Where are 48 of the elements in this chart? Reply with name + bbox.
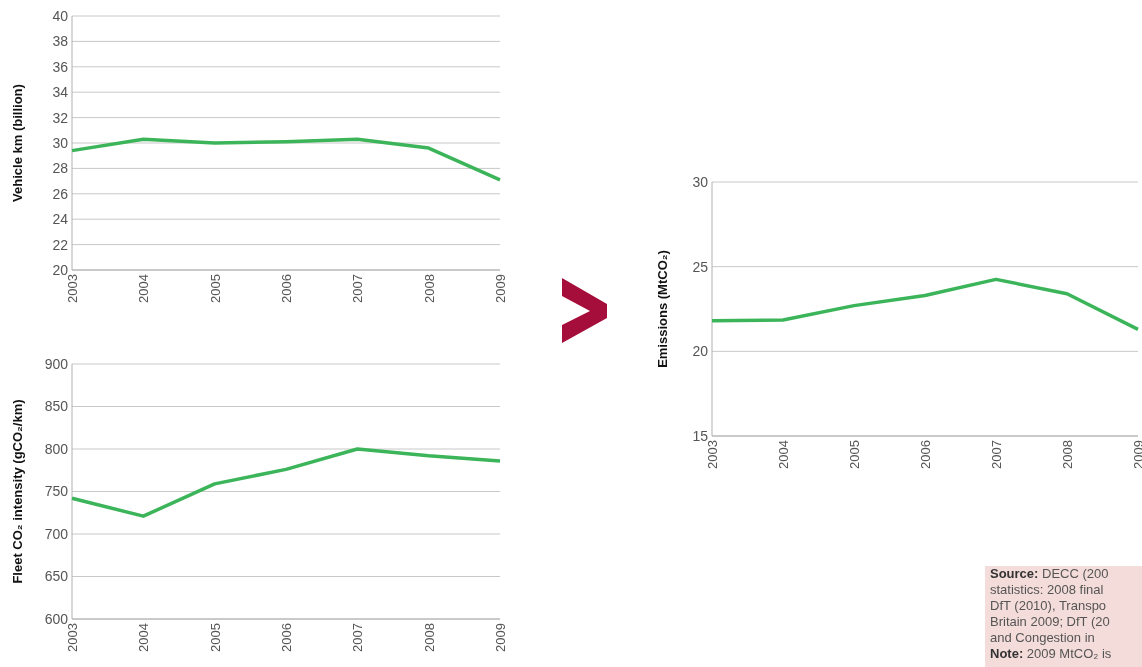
- x-tick-label: 2007: [350, 623, 366, 652]
- x-tick-label: 2004: [776, 440, 791, 469]
- y-tick-label: 22: [52, 236, 69, 253]
- x-tick-label: 2008: [1060, 440, 1075, 469]
- y-tick-label: 36: [52, 58, 69, 75]
- x-tick-label: 2009: [493, 623, 508, 652]
- x-tick-label: 2006: [279, 274, 294, 303]
- y-tick-label: 750: [44, 483, 69, 500]
- x-tick-label: 2008: [421, 623, 437, 652]
- y-tick-label: 650: [44, 568, 69, 585]
- x-tick-label: 2005: [207, 274, 223, 303]
- text: Britain 2009; DfT (20: [990, 614, 1110, 629]
- y-tick-label: 700: [44, 525, 69, 542]
- x-tick-label: 2004: [136, 274, 152, 303]
- x-tick-label: 2005: [847, 440, 862, 469]
- y-tick-label: 28: [52, 160, 69, 177]
- y-tick-label: 20: [692, 343, 709, 360]
- x-tick-label: 2009: [493, 274, 508, 303]
- text: and Congestion in: [990, 630, 1095, 645]
- y-axis-title: Vehicle km (billion): [10, 84, 25, 202]
- line-series: [70, 137, 502, 182]
- text: Note: 2009 MtCO₂ is: [990, 646, 1112, 661]
- x-tick-label: 2005: [207, 623, 223, 652]
- line-series: [710, 277, 1140, 332]
- y-tick-label: 34: [52, 84, 69, 101]
- y-tick-label: 30: [52, 134, 69, 151]
- x-tick-label: 2004: [136, 623, 152, 652]
- y-tick-label: 800: [44, 440, 69, 457]
- source-note: Source: DECC (200: [990, 566, 1109, 581]
- line-series: [70, 447, 502, 518]
- y-tick-label: 32: [52, 109, 69, 126]
- y-tick-label: 25: [692, 258, 709, 275]
- y-tick-label: 38: [52, 33, 69, 50]
- x-tick-label: 2006: [279, 623, 294, 652]
- y-axis-title: Fleet CO₂ intensity (gCO₂/km): [10, 399, 25, 584]
- y-axis-title: Emissions (MtCO₂): [655, 250, 670, 368]
- y-tick-label: 40: [52, 7, 69, 24]
- text: DfT (2010), Transpo: [990, 598, 1107, 613]
- y-tick-label: 24: [52, 211, 69, 228]
- text: statistics: 2008 final: [990, 582, 1104, 597]
- y-tick-label: 26: [52, 185, 69, 202]
- x-tick-label: 2006: [918, 440, 933, 469]
- x-tick-label: 2007: [989, 440, 1004, 469]
- y-tick-label: 900: [44, 355, 69, 372]
- y-tick-label: 850: [44, 398, 69, 415]
- x-tick-label: 2007: [350, 274, 366, 303]
- x-tick-label: 2008: [421, 274, 437, 303]
- y-tick-label: 30: [692, 173, 709, 190]
